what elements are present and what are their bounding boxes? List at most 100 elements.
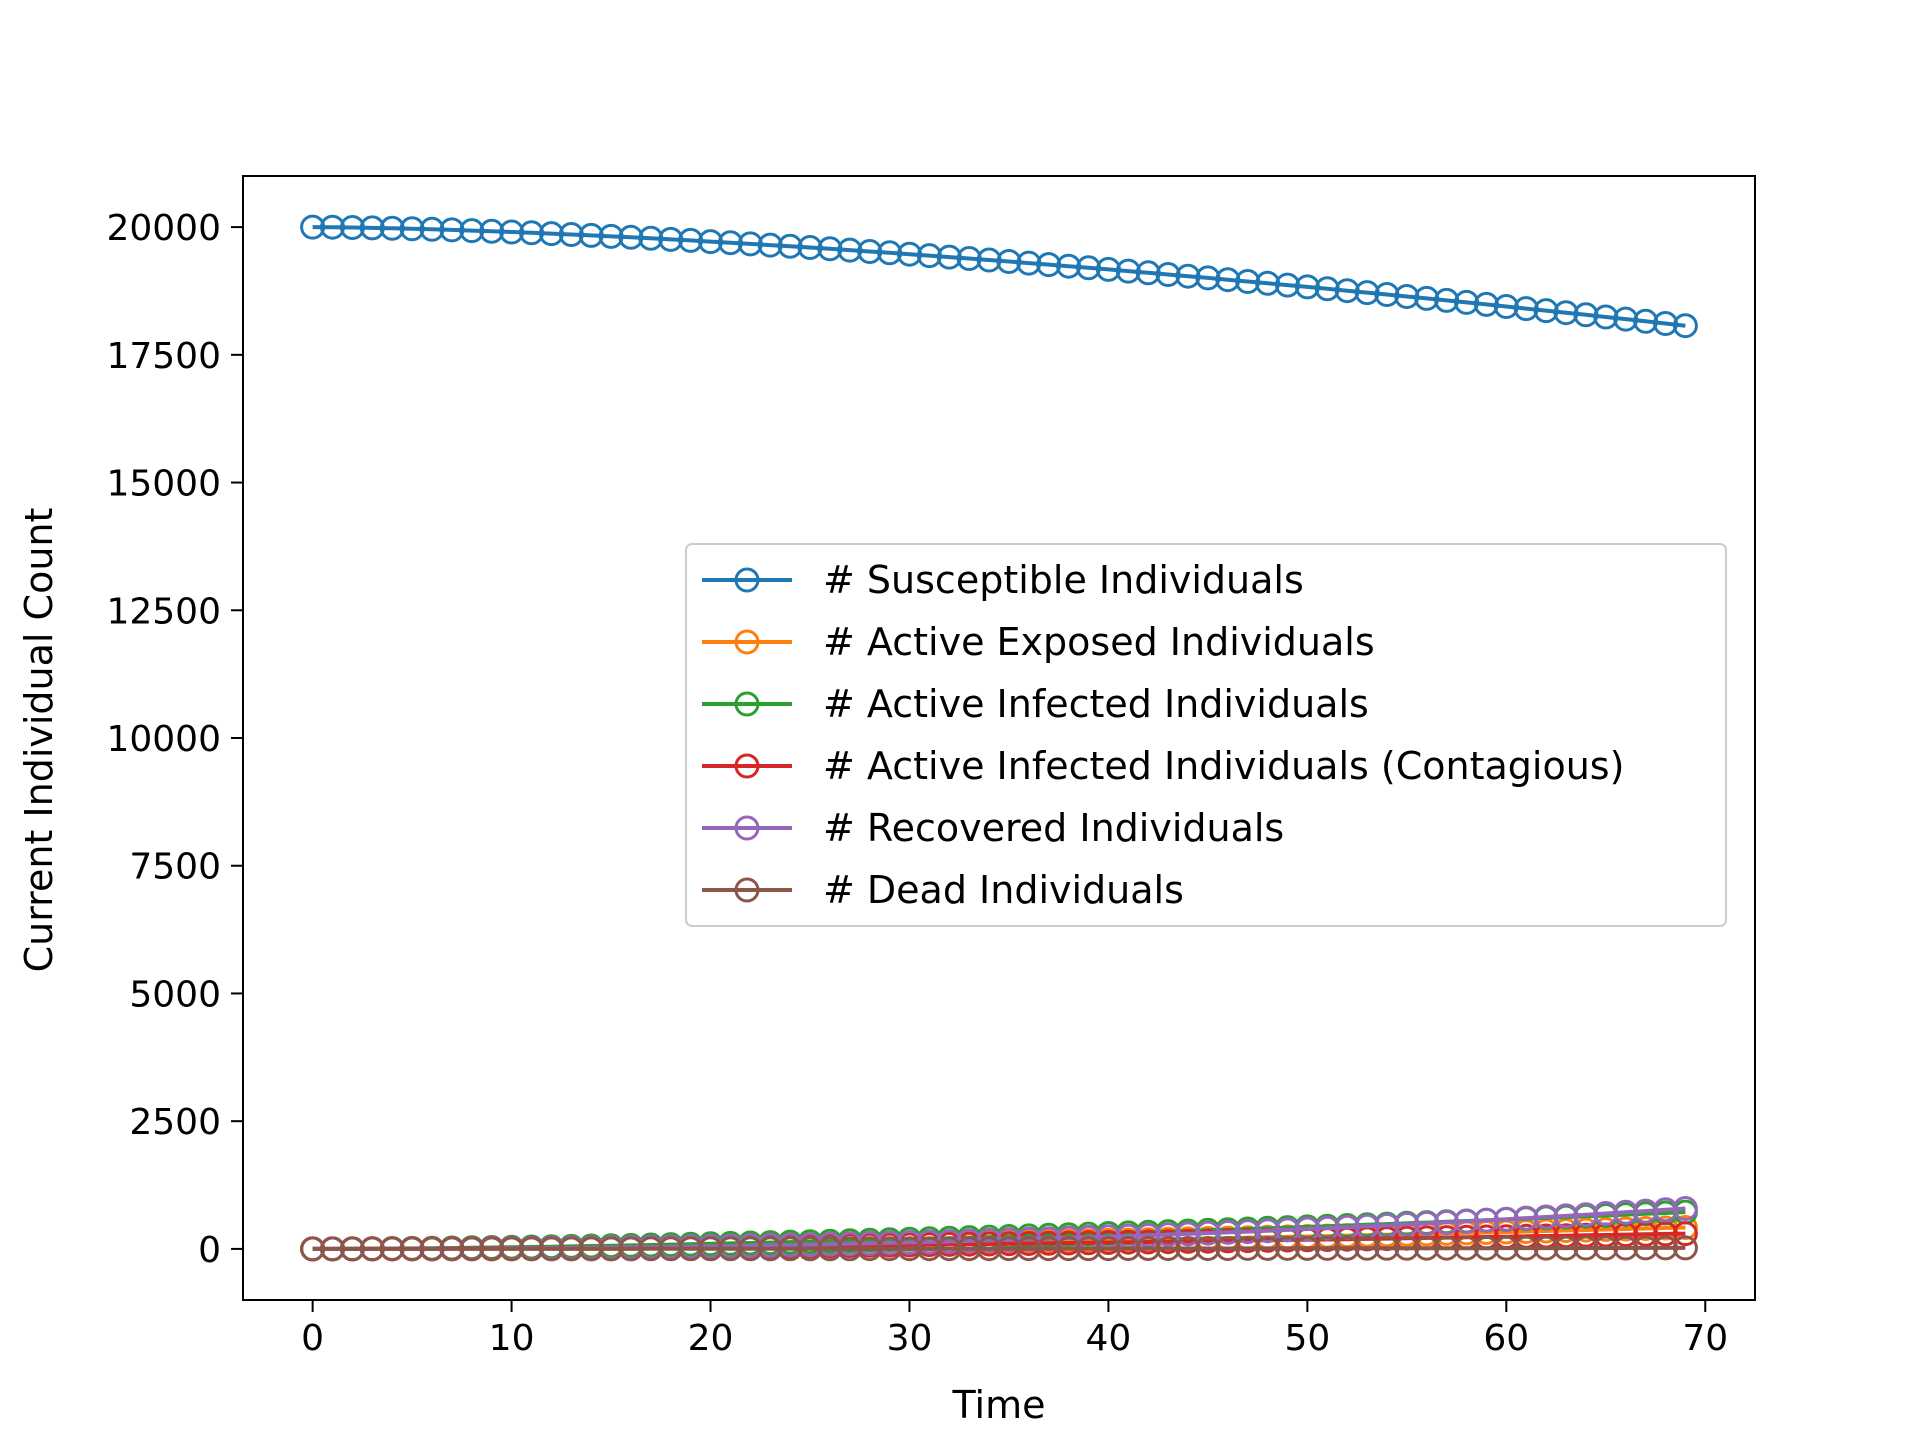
data-point	[499, 1236, 525, 1262]
data-point	[1135, 260, 1161, 286]
data-point	[379, 215, 405, 241]
data-point	[1513, 1205, 1539, 1231]
data-point	[1255, 1235, 1281, 1261]
data-point	[1036, 1236, 1062, 1262]
legend-label: # Active Infected Individuals	[823, 682, 1369, 726]
data-point	[1533, 1204, 1559, 1230]
data-point	[797, 235, 823, 260]
data-point	[1334, 278, 1360, 304]
y-tick-label: 7500	[129, 847, 221, 888]
legend-item: # Susceptible Individuals	[702, 558, 1304, 602]
data-point	[1414, 1235, 1440, 1261]
x-axis-title: Time	[952, 1383, 1046, 1427]
data-point	[1235, 1235, 1261, 1261]
data-point	[1056, 1236, 1082, 1262]
data-point	[1155, 1222, 1181, 1248]
data-point	[419, 216, 445, 242]
data-point	[1653, 1197, 1678, 1223]
data-point	[1513, 1235, 1539, 1261]
legend-item: # Active Infected Individuals	[702, 682, 1369, 726]
data-point	[320, 1236, 345, 1262]
data-point	[1672, 1235, 1698, 1261]
data-point	[1334, 1235, 1360, 1261]
data-point	[1294, 1216, 1320, 1242]
legend: # Susceptible Individuals # Active Expose…	[685, 543, 1727, 927]
data-point	[1553, 1203, 1579, 1229]
data-point	[1215, 267, 1241, 293]
data-point	[956, 246, 982, 271]
data-point	[777, 1236, 803, 1262]
data-point	[538, 221, 564, 247]
data-point	[1076, 1236, 1101, 1262]
data-point	[1115, 258, 1141, 284]
data-point	[737, 231, 763, 257]
legend-swatch-marker	[734, 815, 760, 841]
data-point	[1215, 1219, 1241, 1245]
data-point	[837, 1236, 863, 1262]
data-point	[1473, 1235, 1499, 1261]
data-point	[339, 215, 365, 240]
data-point	[757, 232, 783, 258]
x-tick-label: 60	[1483, 1318, 1529, 1359]
data-point	[479, 218, 505, 244]
data-point	[956, 1236, 982, 1262]
y-axis: 0 2500 5000 7500 10000 12500 15000 17500 20000	[106, 208, 243, 1271]
data-point	[678, 1236, 704, 1262]
data-point	[419, 1236, 445, 1262]
data-point	[976, 247, 1002, 273]
data-point	[996, 249, 1022, 274]
data-point	[1095, 256, 1121, 282]
data-point	[499, 219, 525, 245]
data-point	[1653, 1235, 1678, 1261]
y-tick-label: 17500	[106, 336, 221, 377]
data-point	[459, 218, 485, 244]
data-point	[1275, 272, 1300, 298]
data-point	[1016, 250, 1042, 276]
legend-label: # Active Infected Individuals (Contagiou…	[823, 744, 1624, 788]
data-point	[857, 239, 883, 264]
data-point	[1672, 1221, 1698, 1247]
data-point	[698, 1236, 723, 1262]
y-tick-label: 5000	[129, 974, 221, 1015]
data-point	[837, 237, 863, 263]
data-point	[1255, 1218, 1281, 1244]
data-point	[1533, 298, 1559, 324]
data-point	[1394, 1211, 1420, 1237]
data-point	[1394, 1235, 1420, 1261]
data-point	[1294, 1235, 1320, 1261]
legend-label: # Susceptible Individuals	[823, 558, 1304, 602]
data-point	[1593, 1201, 1619, 1226]
y-tick-label: 0	[198, 1230, 221, 1271]
x-tick-label: 70	[1682, 1318, 1728, 1359]
data-point	[916, 1236, 942, 1262]
legend-swatch-marker	[734, 567, 760, 593]
data-point	[1135, 1236, 1161, 1261]
x-tick-label: 10	[489, 1318, 535, 1359]
data-point	[379, 1236, 405, 1262]
legend-item: # Active Infected Individuals (Contagiou…	[702, 744, 1624, 788]
data-point	[558, 1236, 584, 1262]
legend-label: # Dead Individuals	[823, 868, 1184, 912]
data-point	[300, 1236, 326, 1262]
data-point	[1235, 1219, 1261, 1245]
data-point	[1553, 300, 1579, 326]
data-point	[678, 227, 704, 253]
data-point	[897, 1236, 922, 1262]
legend-item: # Active Exposed Individuals	[702, 620, 1375, 664]
data-point	[638, 1236, 664, 1262]
legend-frame	[685, 543, 1727, 927]
data-point	[1593, 304, 1619, 330]
data-point	[1493, 1235, 1519, 1261]
data-point	[857, 1236, 883, 1262]
data-point	[996, 1227, 1022, 1253]
data-point	[1454, 1235, 1479, 1261]
data-point	[618, 224, 644, 250]
legend-label: # Recovered Individuals	[823, 806, 1284, 850]
x-axis: 0 10 20 30 40 50 60 70	[301, 1300, 1728, 1359]
data-point	[538, 1236, 564, 1262]
data-point	[1613, 1235, 1639, 1261]
data-point	[1672, 1196, 1698, 1221]
data-point	[618, 1236, 644, 1262]
data-point	[1473, 291, 1499, 317]
data-point	[578, 1236, 604, 1262]
